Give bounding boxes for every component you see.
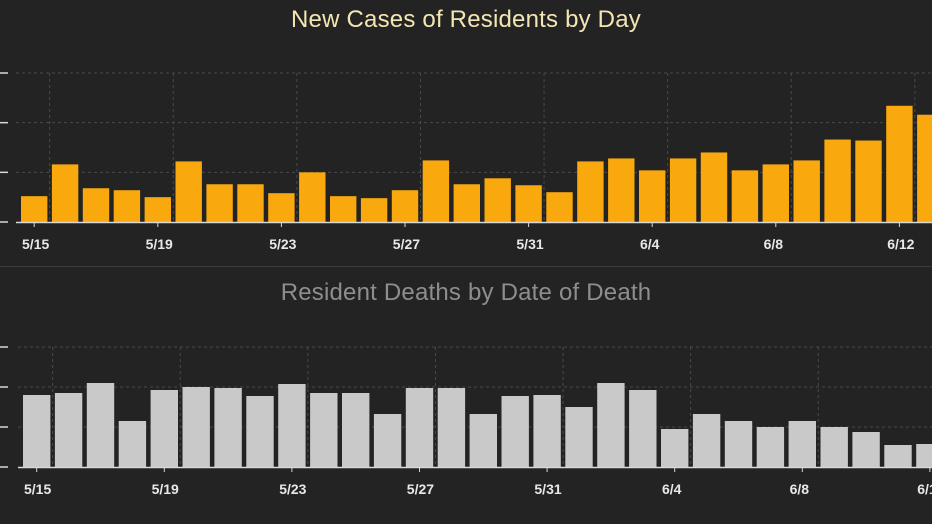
deaths-bar[interactable] (86, 383, 115, 467)
deaths-bar[interactable] (373, 414, 402, 467)
deaths-x-tick-label: 5/27 (407, 481, 434, 497)
deaths-bar[interactable] (788, 421, 816, 467)
cases-bar[interactable] (546, 192, 573, 222)
deaths-bar[interactable] (820, 427, 848, 467)
cases-bar[interactable] (453, 184, 480, 222)
deaths-chart-panel: 5/15 5/19 5/23 5/27 5/31 6/4 6/8 6/12 Resident … (0, 268, 932, 524)
cases-bar[interactable] (917, 114, 932, 222)
cases-chart-panel: 5/15 5/19 5/23 5/27 5/31 6/4 6/8 6/12 New Cases… (0, 6, 932, 252)
deaths-bar[interactable] (214, 388, 242, 467)
cases-bar[interactable] (206, 184, 233, 222)
deaths-bar[interactable] (692, 414, 721, 467)
cases-bar[interactable] (669, 158, 697, 222)
cases-bar[interactable] (51, 164, 79, 222)
cases-bar[interactable] (855, 140, 882, 222)
deaths-bar[interactable] (246, 396, 274, 467)
deaths-bar[interactable] (23, 395, 51, 467)
deaths-bar[interactable] (150, 390, 178, 467)
cases-x-tick-label: 5/23 (269, 236, 296, 252)
deaths-x-tick-label: 5/31 (534, 481, 561, 497)
deaths-bar[interactable] (342, 393, 370, 467)
deaths-x-tick-label: 6/8 (790, 481, 810, 497)
cases-bar[interactable] (144, 197, 171, 222)
cases-bar[interactable] (175, 161, 202, 222)
panel-divider (0, 266, 932, 267)
cases-bar[interactable] (608, 158, 635, 222)
cases-bar[interactable] (113, 190, 141, 222)
deaths-bar[interactable] (884, 445, 912, 467)
deaths-bar[interactable] (629, 390, 657, 467)
deaths-bar[interactable] (597, 383, 625, 467)
cases-bar[interactable] (484, 178, 511, 222)
cases-bar[interactable] (82, 188, 110, 222)
cases-x-tick-label: 5/15 (22, 236, 49, 252)
deaths-x-tick-label: 5/15 (24, 481, 51, 497)
cases-bar[interactable] (886, 105, 913, 222)
cases-x-tick-label: 6/8 (764, 236, 784, 252)
cases-bar[interactable] (515, 185, 542, 222)
deaths-bar[interactable] (661, 429, 689, 467)
cases-bar[interactable] (793, 160, 820, 222)
cases-bar[interactable] (268, 193, 295, 222)
cases-bar[interactable] (824, 139, 851, 222)
deaths-bar[interactable] (54, 393, 83, 467)
cases-bar[interactable] (21, 196, 48, 222)
cases-x-tick-label: 5/31 (516, 236, 543, 252)
deaths-bar[interactable] (182, 387, 210, 467)
deaths-bar[interactable] (437, 388, 466, 467)
cases-bar[interactable] (731, 170, 759, 222)
deaths-bar[interactable] (501, 396, 529, 467)
deaths-x-tick-label: 5/19 (152, 481, 179, 497)
deaths-bar[interactable] (852, 432, 880, 467)
cases-bar[interactable] (639, 170, 666, 222)
cases-bar[interactable] (299, 172, 326, 222)
cases-bar[interactable] (237, 184, 264, 222)
cases-x-tick-label: 6/12 (887, 236, 914, 252)
deaths-x-tick-label: 5/23 (279, 481, 306, 497)
deaths-bar[interactable] (533, 395, 561, 467)
deaths-chart-svg: 5/15 5/19 5/23 5/27 5/31 6/4 6/8 6/12 (0, 346, 932, 497)
cases-bar[interactable] (700, 152, 728, 222)
cases-x-tick-label: 5/19 (146, 236, 173, 252)
cases-bar[interactable] (762, 164, 789, 222)
deaths-bar[interactable] (916, 444, 932, 467)
cases-chart-svg: 5/15 5/19 5/23 5/27 5/31 6/4 6/8 6/12 (0, 72, 932, 252)
cases-bar[interactable] (577, 161, 604, 222)
cases-bar[interactable] (330, 196, 357, 222)
deaths-x-tick-label: 6/12 (917, 481, 932, 497)
cases-bar[interactable] (422, 160, 450, 222)
deaths-bar[interactable] (405, 388, 434, 467)
cases-x-tick-label: 6/4 (640, 236, 660, 252)
deaths-bar[interactable] (278, 384, 306, 467)
cases-bar[interactable] (360, 198, 388, 222)
deaths-bar[interactable] (310, 393, 338, 467)
deaths-bar[interactable] (469, 414, 497, 467)
deaths-chart-title: Resident Deaths by Date of Death (280, 279, 652, 306)
deaths-bar[interactable] (724, 421, 753, 467)
deaths-bar[interactable] (565, 407, 593, 467)
deaths-bar[interactable] (756, 427, 785, 467)
cases-x-tick-label: 5/27 (393, 236, 420, 252)
cases-bar[interactable] (391, 190, 419, 222)
deaths-x-tick-label: 6/4 (662, 481, 682, 497)
deaths-bar[interactable] (118, 421, 147, 467)
cases-chart-title: New Cases of Residents by Day (291, 6, 641, 33)
